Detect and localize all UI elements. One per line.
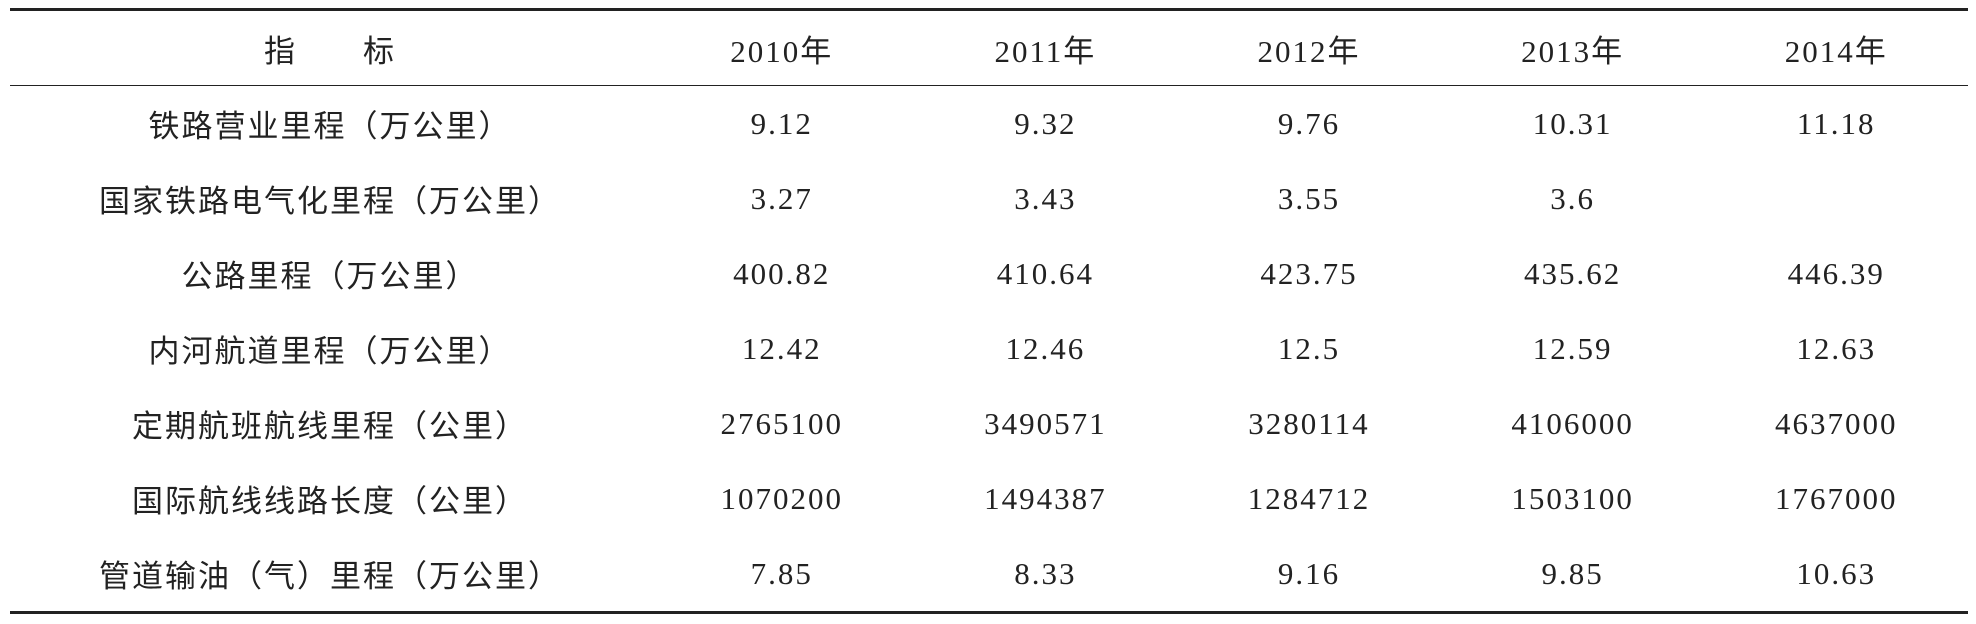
value-cell: 1503100 (1511, 480, 1634, 516)
value-cell: 400.82 (733, 255, 831, 291)
row-label: 国家铁路电气化里程（万公里） (99, 184, 561, 219)
value-cell: 12.5 (1277, 330, 1341, 366)
value-cell: 1284712 (1247, 480, 1371, 516)
header-cell: 2011年 (913, 8, 1178, 86)
header-row: 指 标 2010年 2011年 2012年 2013年 2014年 (10, 8, 1968, 86)
value-cell: 1494387 (984, 480, 1107, 516)
table-row: 国际航线线路长度（公里） 1070200 1494387 1284712 1503100… (10, 461, 1968, 536)
value-cell: 3490571 (984, 405, 1107, 441)
data-table: 指 标 2010年 2011年 2012年 2013年 2014年 铁路营业里程（万公里）… (10, 8, 1968, 614)
value-cell: 3.55 (1277, 180, 1341, 216)
table-row: 铁路营业里程（万公里） 9.12 9.32 9.76 10.31 11.18 (10, 86, 1968, 162)
value-cell: 12.63 (1796, 330, 1877, 366)
value-cell: 3280114 (1248, 405, 1370, 441)
header-cell: 2012年 (1177, 8, 1441, 86)
value-cell: 9.12 (750, 105, 813, 141)
value-cell: 9.32 (1014, 105, 1077, 141)
value-cell: 9.16 (1177, 536, 1441, 614)
value-cell: 11.18 (1796, 105, 1876, 141)
table-row: 公路里程（万公里） 400.82 410.64 423.75 435.62 446.39 (10, 236, 1968, 311)
value-cell: 410.64 (996, 255, 1095, 291)
header-cell: 2010年 (650, 8, 914, 86)
value-cell: 423.75 (1260, 255, 1358, 291)
value-cell: 446.39 (1787, 255, 1885, 291)
header-cell: 指 标 (10, 8, 650, 86)
table-row: 定期航班航线里程（公里） 2765100 3490571 3280114 4106000… (10, 386, 1968, 461)
row-label: 公路里程（万公里） (181, 259, 479, 294)
value-cell: 2765100 (720, 405, 844, 441)
value-cell: 10.31 (1532, 105, 1613, 141)
value-cell: 9.76 (1277, 105, 1341, 141)
value-cell: 10.63 (1704, 536, 1968, 614)
value-cell (1704, 161, 1968, 236)
value-cell: 12.42 (741, 330, 822, 366)
row-label: 内河航道里程（万公里） (148, 334, 512, 369)
table-row: 国家铁路电气化里程（万公里） 3.27 3.43 3.55 3.6 (10, 161, 1968, 236)
value-cell: 12.59 (1532, 330, 1613, 366)
table-row: 管道输油（气）里程（万公里） 7.85 8.33 9.16 9.85 10.63 (10, 536, 1968, 614)
header-cell: 2014年 (1704, 8, 1968, 86)
row-label: 国际航线线路长度（公里） (132, 484, 528, 519)
table-row: 内河航道里程（万公里） 12.42 12.46 12.5 12.59 12.63 (10, 311, 1968, 386)
value-cell: 1767000 (1774, 480, 1898, 516)
value-cell: 9.85 (1440, 536, 1705, 614)
value-cell: 4637000 (1774, 405, 1898, 441)
row-label: 管道输油（气）里程（万公里） (10, 536, 650, 614)
value-cell: 12.46 (1005, 330, 1086, 366)
header-cell: 2013年 (1440, 8, 1705, 86)
value-cell: 3.27 (750, 180, 813, 216)
value-cell: 8.33 (913, 536, 1178, 614)
value-cell: 4106000 (1511, 405, 1634, 441)
value-cell: 435.62 (1523, 255, 1622, 291)
value-cell: 1070200 (720, 480, 844, 516)
value-cell: 3.6 (1550, 180, 1595, 216)
value-cell: 3.43 (1014, 180, 1077, 216)
value-cell: 7.85 (650, 536, 914, 614)
row-label: 铁路营业里程（万公里） (148, 109, 512, 144)
row-label: 定期航班航线里程（公里） (132, 409, 528, 444)
